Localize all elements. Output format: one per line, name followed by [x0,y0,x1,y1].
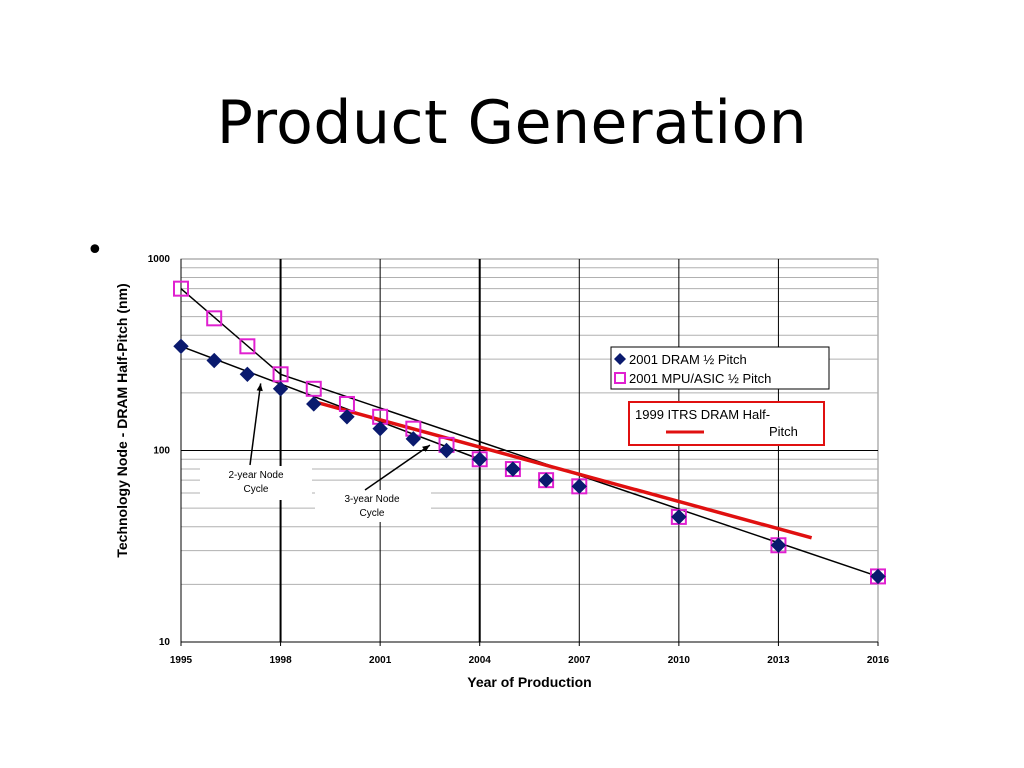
annotation-box [200,466,312,500]
dram-point [870,568,886,585]
x-tick-label: 2004 [469,655,492,666]
mpu-point [870,568,886,585]
x-tick-label: 2010 [668,655,691,666]
dram-point [505,461,521,477]
x-tick-label: 2001 [369,655,392,666]
y-axis-label: Technology Node - DRAM Half-Pitch (nm) [114,283,130,557]
legend-itrs-box [628,401,825,446]
y-tick-label: 10 [159,637,171,648]
y-tick-label: 100 [153,446,170,457]
mpu-point [305,380,322,397]
legend-dram-label: 2001 DRAM ½ Pitch [629,352,747,367]
annotation-arrow [364,444,431,491]
dram-point [372,420,388,437]
dram-point [770,537,787,553]
x-tick-label: 2013 [767,655,790,666]
x-tick-label: 2016 [867,655,890,666]
legend-itrs-label: 1999 ITRS DRAM Half- [635,407,770,422]
dram-point [239,366,256,383]
plot-area [180,258,879,643]
dram-point [671,509,687,525]
dram-point [339,409,355,425]
mpu-point [670,508,687,525]
mpu-point [571,478,588,495]
legend-box [610,346,830,390]
x-tick-label: 1995 [170,655,193,666]
mpu-point [504,461,521,478]
x-tick-label: 2007 [568,655,591,666]
dram-point [206,352,222,369]
dram-point [538,472,554,488]
mpu-point [438,436,455,453]
dram-point [472,451,488,467]
x-tick-label: 1998 [269,655,292,666]
annotation-text: Cycle [243,484,268,495]
annotation-box [315,490,431,522]
trend-line [180,288,879,578]
mpu-point [173,280,189,297]
mpu-point [372,408,389,425]
mpu-point [272,366,289,383]
itrs-1999-line [313,399,813,540]
annotation-text: Cycle [359,508,384,519]
trend-line [180,345,480,460]
legend-itrs-label-2: Pitch [769,424,798,439]
x-axis-label: Year of Production [467,674,591,690]
dram-point [405,431,422,447]
dram-point [571,478,587,495]
annotation-text: 2-year Node [228,470,283,481]
legend-mpu-marker [614,372,626,384]
slide-title: Product Generation [216,88,808,158]
annotation-arrow [249,383,262,466]
dram-point [173,338,189,355]
arrow-head-icon [256,383,263,392]
mpu-point [338,395,355,412]
annotation-text: 3-year Node [344,494,399,505]
mpu-point [471,451,488,468]
mpu-point [405,420,422,437]
mpu-point [770,537,787,554]
dram-point [438,442,455,459]
mpu-point [206,310,223,327]
legend-dram-marker [614,353,626,365]
bullet-marker: • [86,233,104,268]
dram-point [272,381,289,397]
mpu-point [538,472,555,489]
dram-point [306,396,322,412]
y-tick-label: 1000 [148,254,171,265]
arrow-head-icon [422,445,430,452]
mpu-point [239,338,256,355]
legend-mpu-label: 2001 MPU/ASIC ½ Pitch [629,371,771,386]
